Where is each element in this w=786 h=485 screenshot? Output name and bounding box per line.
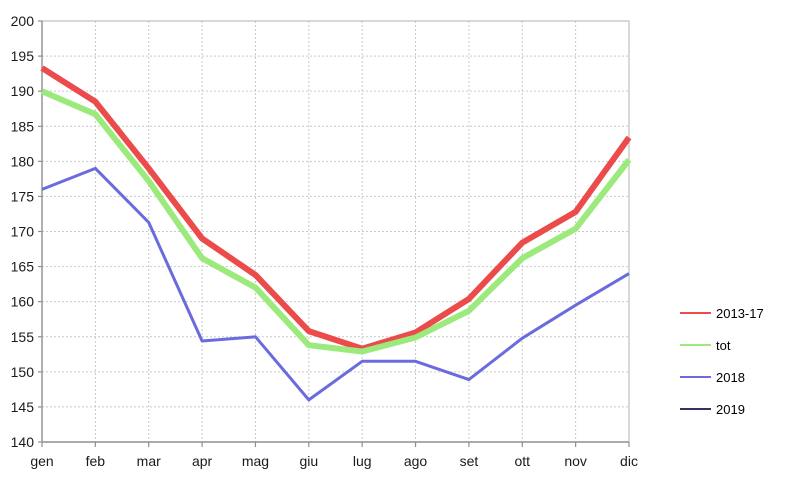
y-axis-tick-label: 150	[11, 364, 35, 380]
y-axis-tick-label: 180	[11, 153, 35, 169]
y-axis-tick-label: 200	[11, 13, 35, 29]
series-line-2018	[41, 166, 630, 402]
y-axis-tick-label: 145	[11, 399, 35, 415]
y-axis-tick-label: 195	[11, 48, 35, 64]
y-axis-tick-label: 190	[11, 83, 35, 99]
legend-label: 2018	[716, 369, 745, 385]
legend-line-swatch	[680, 376, 711, 378]
y-axis-tick-label: 185	[11, 118, 35, 134]
x-axis-tick-label: feb	[86, 453, 106, 469]
x-axis-tick-label: lug	[353, 453, 372, 469]
legend-line-swatch	[680, 344, 711, 346]
legend-label: 2013-17	[716, 305, 764, 321]
series-line-2013-17	[40, 65, 632, 352]
x-axis-tick-label: nov	[564, 453, 587, 469]
legend-line-swatch	[680, 312, 711, 314]
x-axis-tick-label: ott	[514, 453, 530, 469]
legend-item-2019: 2019	[680, 401, 764, 417]
x-axis-tick-label: giu	[299, 453, 318, 469]
x-axis-tick-label: apr	[192, 453, 213, 469]
y-axis-tick-label: 170	[11, 224, 35, 240]
y-axis-tick-label: 165	[11, 259, 35, 275]
x-axis-tick-label: mar	[137, 453, 161, 469]
series-line-tot	[40, 88, 632, 355]
legend-label: tot	[716, 337, 731, 353]
x-axis-tick-label: set	[460, 453, 479, 469]
legend-line-swatch	[680, 408, 711, 410]
y-axis-tick-label: 175	[11, 188, 35, 204]
x-axis-tick-label: dic	[620, 453, 638, 469]
y-axis-tick-label: 160	[11, 294, 35, 310]
legend-item-tot: tot	[680, 337, 764, 353]
legend-item-2013-17: 2013-17	[680, 305, 764, 321]
x-axis-tick-label: gen	[30, 453, 53, 469]
x-axis-tick-label: mag	[242, 453, 269, 469]
x-axis-tick-label: ago	[404, 453, 428, 469]
chart-legend: 2013-17 tot 2018 2019	[680, 306, 764, 434]
y-axis-tick-label: 155	[11, 329, 35, 345]
legend-label: 2019	[716, 401, 745, 417]
legend-item-2018: 2018	[680, 369, 764, 385]
y-axis-tick-label: 140	[11, 434, 35, 450]
